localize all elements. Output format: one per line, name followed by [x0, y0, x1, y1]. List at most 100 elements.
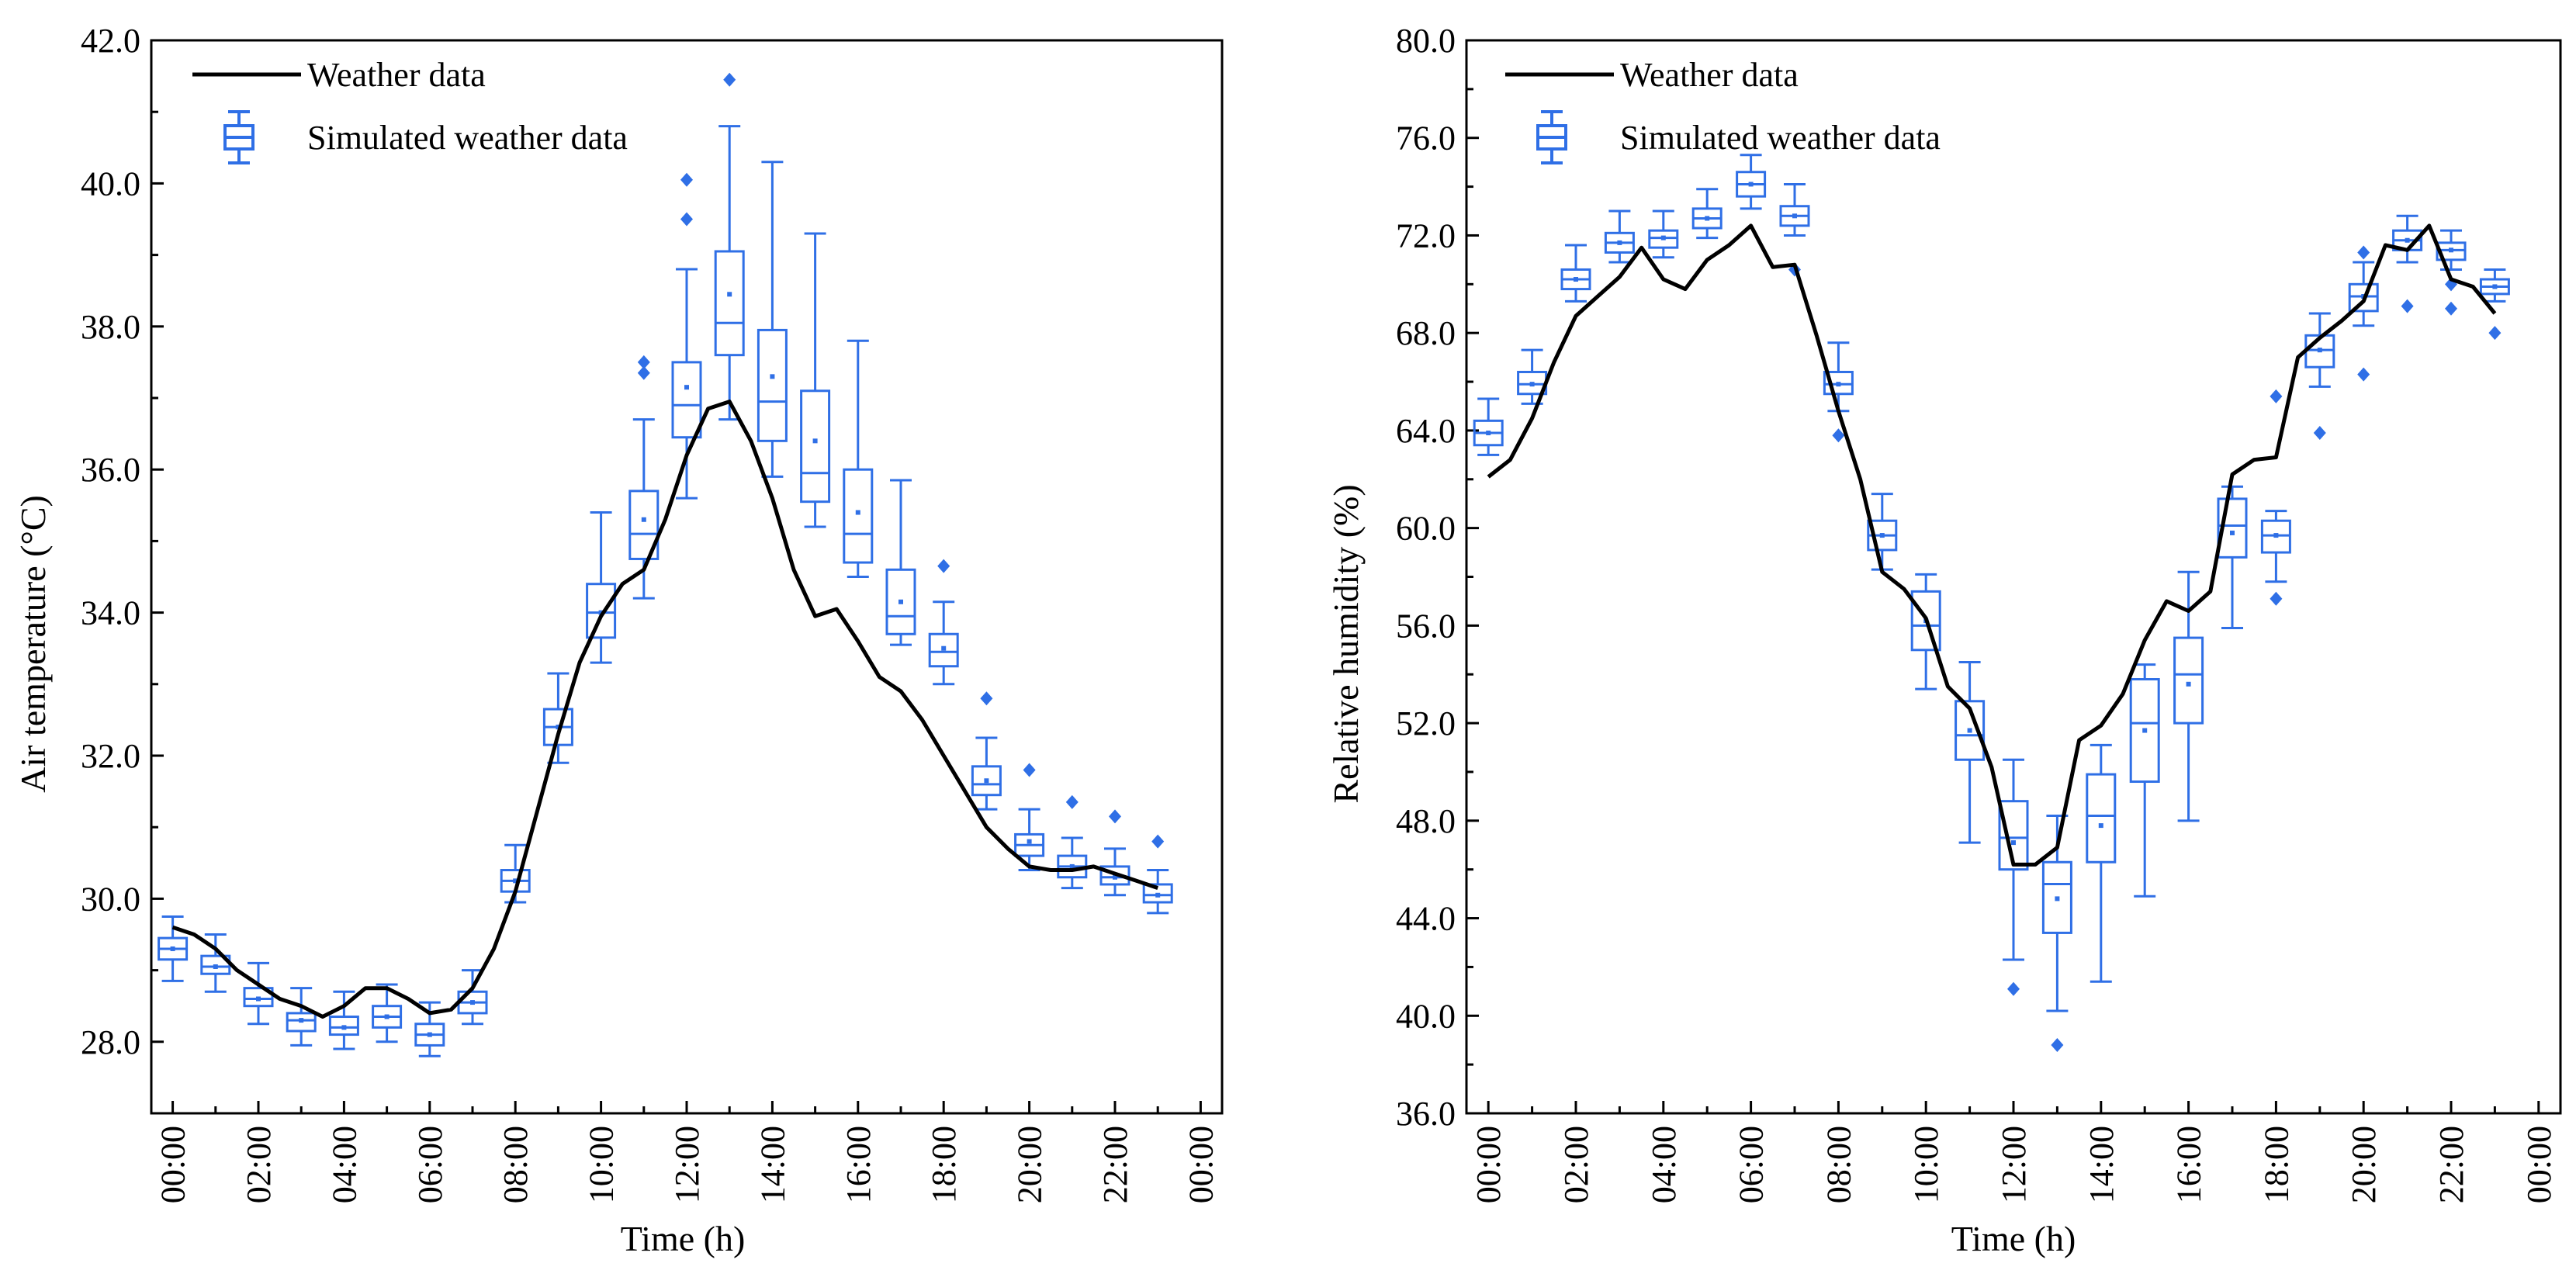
box-plot-4 [328, 990, 359, 1050]
box-plot-8 [1823, 341, 1854, 443]
box-plot-15 [800, 232, 831, 528]
box-plot-12 [1998, 758, 2029, 996]
mean-marker [170, 946, 175, 951]
y-tick-label: 56.0 [1396, 607, 1456, 645]
x-tick-label: 04:00 [325, 1126, 363, 1203]
y-tick-label: 48.0 [1396, 802, 1456, 840]
outlier-marker [2007, 981, 2020, 996]
box-plot-22 [1099, 809, 1130, 897]
mean-marker [1617, 240, 1622, 245]
box-body [1998, 800, 2029, 871]
box-body [800, 389, 831, 504]
outlier-marker [723, 72, 736, 87]
box-body [2086, 773, 2117, 863]
outlier-marker [2051, 1037, 2064, 1052]
mean-marker [1792, 213, 1797, 219]
x-tick-label: 20:00 [2345, 1126, 2383, 1203]
weather-data-line [171, 400, 1158, 1019]
box-body [714, 250, 745, 357]
mean-marker [1069, 863, 1075, 869]
x-tick-label: 14:00 [2083, 1126, 2121, 1203]
box-body [971, 765, 1002, 797]
legend-box-label: Simulated weather data [1620, 119, 1941, 157]
box-plot-21 [2392, 214, 2423, 313]
mean-marker [513, 878, 518, 884]
x-tick-label: 18:00 [2257, 1126, 2295, 1203]
box-plot-0 [1473, 397, 1504, 456]
outlier-marker [937, 559, 950, 573]
weather-data-line [1487, 223, 2497, 867]
y-tick-label: 76.0 [1396, 119, 1456, 157]
mean-marker [299, 1018, 304, 1023]
x-tick-label: 00:00 [154, 1126, 192, 1203]
box-plot-7 [1779, 182, 1810, 277]
relative-humidity-chart: Relative humidity (%) Time (h) Weather d… [1326, 22, 2562, 1258]
outlier-marker [1065, 794, 1079, 809]
mean-marker [855, 510, 860, 515]
outlier-marker [680, 172, 693, 187]
mean-marker [2011, 840, 2016, 846]
box-plot-18 [2260, 389, 2291, 606]
box-body [2260, 519, 2291, 554]
y-tick-label: 40.0 [81, 164, 140, 202]
x-tick-label: 12:00 [1995, 1126, 2033, 1203]
mean-marker [898, 599, 903, 604]
x-tick-label: 00:00 [1470, 1126, 1508, 1203]
box-plot-13 [2041, 815, 2072, 1052]
box-plot-5 [1691, 188, 1723, 240]
box-plot-18 [928, 559, 959, 686]
x-tick-label: 10:00 [583, 1126, 621, 1203]
box-plot-19 [971, 691, 1002, 811]
box-body [757, 328, 788, 442]
box-plot-0 [158, 915, 189, 982]
x-tick-label: 20:00 [1011, 1126, 1049, 1203]
box-plot-20 [2348, 245, 2379, 382]
y-tick-label: 44.0 [1396, 900, 1456, 938]
box-plot-23 [2479, 268, 2510, 341]
outlier-marker [2401, 299, 2414, 313]
y-tick-label: 36.0 [81, 451, 140, 489]
box-plot-17 [2217, 485, 2248, 630]
y-tick-label: 40.0 [1396, 997, 1456, 1035]
box-body [2217, 497, 2248, 559]
box-plot-9 [542, 672, 573, 764]
box-body [1823, 370, 1854, 396]
chart-1-xlabel: Time (h) [1951, 1219, 2076, 1258]
box-plot-11 [628, 355, 660, 600]
box-plot-2 [1560, 244, 1591, 303]
x-tick-label: 02:00 [240, 1126, 278, 1203]
outlier-marker [2488, 326, 2502, 341]
mean-marker [556, 725, 561, 730]
x-tick-label: 08:00 [497, 1126, 535, 1203]
mean-marker [1574, 277, 1578, 282]
x-tick-label: 16:00 [2170, 1126, 2208, 1203]
outlier-marker [2357, 245, 2370, 260]
box-plot-23 [1142, 834, 1173, 915]
mean-marker [2492, 284, 2498, 289]
box-body [2173, 636, 2204, 725]
mean-marker [1113, 874, 1117, 880]
box-body [2041, 860, 2072, 934]
mean-marker [341, 1025, 347, 1030]
mean-marker [384, 1014, 390, 1019]
x-tick-label: 22:00 [1096, 1126, 1134, 1203]
legend-box-label: Simulated weather data [307, 119, 628, 157]
box-plot-3 [1604, 209, 1635, 264]
mean-marker [256, 996, 261, 1002]
x-tick-label: 16:00 [840, 1126, 878, 1203]
y-tick-label: 32.0 [81, 737, 140, 775]
box-plot-10 [1910, 573, 1941, 690]
box-plot-5 [372, 983, 403, 1043]
y-tick-label: 36.0 [1396, 1095, 1456, 1133]
outlier-marker [1832, 428, 1845, 443]
box-plot-15 [2129, 663, 2160, 898]
x-tick-label: 18:00 [925, 1126, 963, 1203]
y-tick-label: 38.0 [81, 308, 140, 346]
legend-line-label: Weather data [307, 56, 486, 94]
box-plot-4 [1648, 209, 1679, 259]
box-plot-16 [843, 339, 874, 578]
y-tick-label: 52.0 [1396, 704, 1456, 742]
mean-marker [1660, 235, 1666, 241]
y-tick-label: 60.0 [1396, 510, 1456, 548]
box-body [1955, 700, 1986, 761]
